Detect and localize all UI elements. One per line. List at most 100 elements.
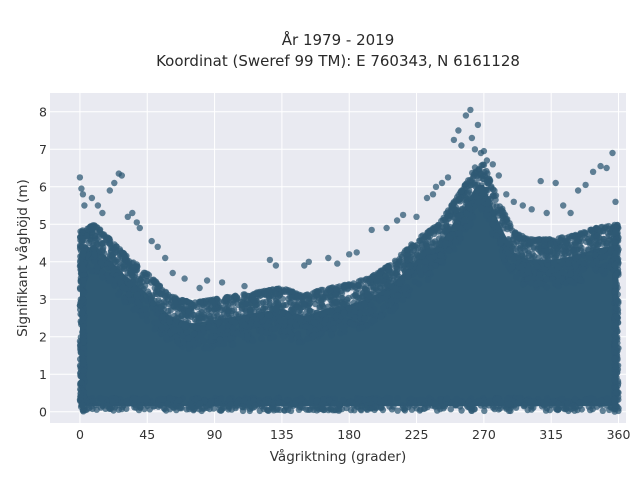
- data-point: [110, 407, 117, 414]
- data-point: [532, 258, 539, 266]
- data-point: [504, 225, 511, 233]
- data-point: [164, 400, 171, 407]
- data-point: [197, 298, 204, 305]
- data-point: [143, 310, 150, 317]
- outlier-point-47: [468, 134, 476, 142]
- data-point: [532, 400, 540, 407]
- data-point: [434, 403, 442, 410]
- data-point: [505, 407, 513, 414]
- data-point: [200, 337, 207, 345]
- data-point: [198, 407, 205, 415]
- data-point: [190, 330, 198, 338]
- data-point: [613, 384, 620, 391]
- outlier-point-13: [133, 219, 140, 226]
- outlier-point-56: [510, 198, 517, 205]
- outlier-point-64: [574, 187, 582, 194]
- data-point: [504, 216, 511, 223]
- outlier-point-17: [162, 254, 169, 262]
- data-point: [328, 330, 335, 337]
- outlier-point-62: [560, 202, 567, 209]
- data-point: [350, 280, 357, 287]
- data-point: [251, 402, 259, 409]
- outlier-point-8: [111, 179, 118, 187]
- data-point: [109, 398, 116, 406]
- data-point: [603, 395, 611, 402]
- data-point: [269, 405, 277, 413]
- data-point: [188, 313, 195, 320]
- data-point: [232, 292, 239, 300]
- data-point: [413, 251, 420, 258]
- data-point: [323, 307, 331, 315]
- data-point: [253, 304, 261, 311]
- outlier-point-29: [334, 260, 341, 267]
- data-point: [306, 297, 313, 304]
- data-point: [483, 179, 490, 186]
- data-point: [615, 298, 622, 305]
- data-point: [365, 396, 373, 403]
- data-point: [207, 313, 214, 320]
- data-point: [483, 212, 490, 219]
- data-point: [612, 272, 619, 279]
- data-point: [437, 252, 445, 259]
- outlier-point-57: [519, 202, 526, 209]
- outlier-point-66: [589, 168, 597, 175]
- data-point: [78, 271, 85, 278]
- y-tick-label-4: 4: [39, 254, 47, 269]
- data-point: [451, 246, 458, 253]
- data-point: [255, 310, 262, 318]
- data-point: [574, 252, 582, 259]
- data-point: [252, 290, 259, 297]
- data-point: [337, 322, 344, 330]
- data-point: [584, 230, 591, 237]
- x-tick-label-6: 270: [472, 427, 496, 442]
- data-point: [486, 397, 493, 404]
- data-point: [611, 376, 618, 383]
- data-point: [322, 289, 330, 296]
- data-point: [110, 256, 117, 264]
- data-point: [513, 274, 520, 281]
- data-point: [473, 187, 481, 194]
- data-point: [445, 247, 453, 254]
- data-point: [509, 263, 516, 270]
- data-point: [422, 258, 429, 265]
- data-point: [611, 408, 618, 415]
- data-point: [238, 403, 246, 411]
- data-point: [543, 247, 551, 254]
- outlier-point-58: [528, 206, 535, 213]
- data-point: [294, 293, 301, 300]
- data-point: [143, 317, 151, 325]
- data-point: [235, 313, 242, 320]
- y-tick-label-6: 6: [39, 179, 47, 194]
- data-point: [580, 260, 587, 267]
- outlier-point-23: [241, 282, 248, 290]
- x-tick-labels: 0 45 90 135 180 225 270 315 360: [76, 427, 631, 442]
- data-point: [80, 337, 88, 344]
- data-point: [159, 313, 166, 321]
- data-point: [288, 336, 295, 343]
- outlier-point-43: [455, 127, 462, 134]
- data-point: [433, 223, 440, 230]
- data-point: [377, 313, 385, 320]
- data-point: [88, 403, 95, 410]
- data-point: [416, 396, 423, 404]
- data-point: [485, 199, 492, 206]
- data-point: [270, 333, 278, 341]
- data-point: [611, 261, 619, 269]
- data-point: [157, 395, 165, 403]
- data-point: [452, 401, 459, 408]
- data-point: [238, 304, 245, 312]
- data-point: [280, 302, 287, 310]
- data-point: [213, 310, 220, 317]
- data-point: [504, 395, 511, 403]
- data-point: [524, 269, 532, 276]
- data-point: [313, 397, 320, 405]
- data-point: [405, 269, 412, 277]
- data-point: [199, 325, 206, 332]
- data-point: [115, 291, 122, 298]
- data-point: [221, 336, 229, 343]
- data-point: [333, 286, 340, 293]
- data-point: [77, 390, 84, 398]
- data-point: [442, 227, 449, 235]
- outlier-point-11: [124, 213, 131, 220]
- data-point: [364, 406, 371, 413]
